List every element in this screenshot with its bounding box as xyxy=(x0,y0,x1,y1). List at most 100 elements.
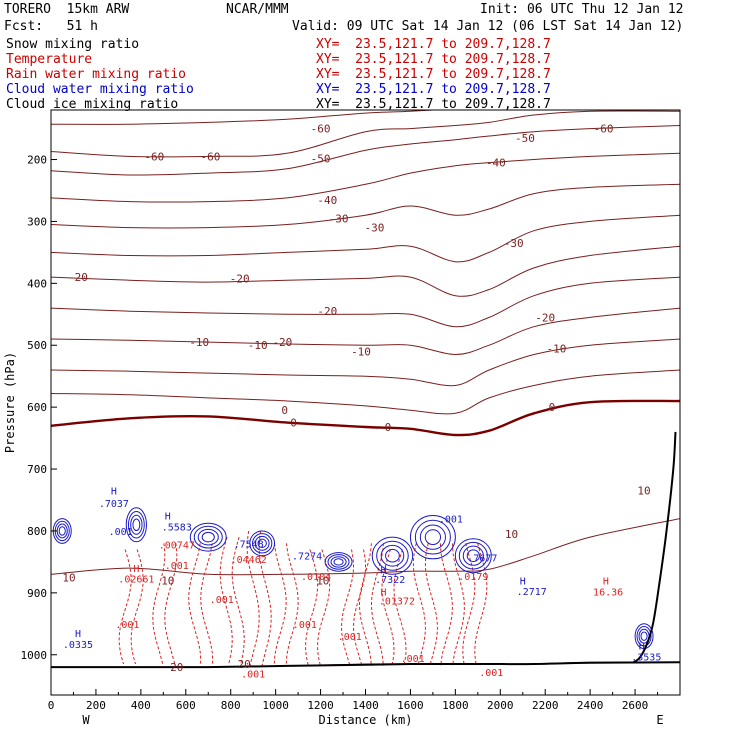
x-tick-label: 2000 xyxy=(487,699,514,712)
contour-label: 10 xyxy=(316,574,329,587)
contour-label: 20 xyxy=(238,658,251,671)
x-tick-label: 0 xyxy=(48,699,55,712)
temp-contour--60 xyxy=(51,110,680,158)
temp-contour-0 xyxy=(51,399,680,437)
contour-label: 20 xyxy=(170,661,183,674)
contour-label: -30 xyxy=(329,212,349,225)
annotation-label: H xyxy=(380,565,386,576)
terrain-rise xyxy=(632,431,677,664)
model-title: TORERO 15km ARW xyxy=(4,2,130,17)
annotation-label: .01372 xyxy=(379,596,415,607)
x-tick-label: 2200 xyxy=(532,699,559,712)
contour-label: -20 xyxy=(230,272,250,285)
x-tick-label: 1000 xyxy=(262,699,289,712)
y-tick-label: 300 xyxy=(27,215,47,228)
field-label-snow: Snow mixing ratio xyxy=(6,37,140,52)
annotation-label: H xyxy=(165,511,171,522)
rain-shaft-2 xyxy=(188,543,202,665)
annotation-label: H xyxy=(75,629,81,640)
annotation-label: .7274 xyxy=(292,552,322,563)
x-end-label-west: W xyxy=(82,713,90,727)
center-title: NCAR/MMM xyxy=(226,2,289,17)
cloud-cell-5-ring-2 xyxy=(380,544,405,567)
field-xy-temperature: XY= 23.5,121.7 to 209.7,128.7 xyxy=(316,52,551,67)
cloud-cell-4-ring-2 xyxy=(330,556,347,568)
annotation-label: H xyxy=(603,576,609,587)
y-tick-label: 800 xyxy=(27,525,47,538)
rain-shaft-11 xyxy=(439,543,453,666)
cloud-cell-2-ring-3 xyxy=(201,531,215,543)
rain-shaft-9 xyxy=(381,549,395,666)
x-tick-label: 2400 xyxy=(577,699,604,712)
cloud-cell-3-ring-3 xyxy=(257,538,267,549)
field-xy-snow: XY= 23.5,121.7 to 209.7,128.7 xyxy=(316,37,551,52)
y-tick-label: 700 xyxy=(27,463,47,476)
temp-contour--20b xyxy=(51,276,680,328)
contour-label: -20 xyxy=(68,271,88,284)
annotation-label: H xyxy=(380,588,386,599)
cloud-cell-8-ring-3 xyxy=(640,631,648,641)
annotation-label: .001 xyxy=(165,561,189,572)
cloud-cell-7-ring-1 xyxy=(458,541,488,570)
rain-shaft-6 xyxy=(305,549,319,667)
contour-label: -50 xyxy=(515,132,535,145)
annotation-label: .7037 xyxy=(99,499,129,510)
annotation-label: .001 xyxy=(338,632,362,643)
cloud-cell-5-ring-0 xyxy=(371,536,414,575)
rain-shaft-2-b xyxy=(200,543,214,665)
contour-label: -20 xyxy=(317,305,337,318)
axes: 0 200 400 600 800 1000 1200 1400 1600 1800 2000 220… xyxy=(3,109,681,727)
contour-label: 0 xyxy=(290,417,297,430)
cloud-cells xyxy=(52,507,654,650)
annotations: H.7037.001H.02661.001H.0335H.5583.00747.… xyxy=(63,487,661,681)
field-xy-cloud-water: XY= 23.5,121.7 to 209.7,128.7 xyxy=(316,82,551,97)
rain-shaft-9-b xyxy=(393,549,407,666)
annotation-label: .001 xyxy=(210,595,234,606)
annotation-label: .0335 xyxy=(63,640,93,651)
annotation-label: H xyxy=(639,641,645,652)
contour-label: 0 xyxy=(549,401,556,414)
x-end-label-east: E xyxy=(656,713,663,727)
rain-shaft-5-b xyxy=(285,543,299,666)
rain-shaft-6-b xyxy=(317,549,331,667)
contour-label: -10 xyxy=(351,345,371,358)
x-axis-title: Distance (km) xyxy=(319,713,413,727)
cloud-cell-0-ring-2 xyxy=(56,523,68,539)
valid-time: Valid: 09 UTC Sat 14 Jan 12 (06 LST Sat … xyxy=(292,19,684,34)
annotation-label: .001 xyxy=(109,527,133,538)
y-axis-title: Pressure (hPa) xyxy=(3,352,17,453)
cloud-cell-6-ring-2 xyxy=(419,524,446,550)
field-label-temperature: Temperature xyxy=(6,52,93,67)
rain-shaft-10 xyxy=(412,543,426,667)
cloud-cell-3-ring-1 xyxy=(252,533,273,554)
contour-label: -60 xyxy=(594,123,614,136)
forecast-hour: Fcst: 51 h xyxy=(4,19,98,34)
annotation-label: .0179 xyxy=(458,572,488,583)
annotation-label: .2717 xyxy=(517,587,547,598)
contour-label: 0 xyxy=(385,421,392,434)
annotation-label: .5583 xyxy=(162,523,192,534)
annotation-label: H xyxy=(520,576,526,587)
contour-label: 10 xyxy=(62,571,75,584)
annotation-label: .04462 xyxy=(231,555,267,566)
rain-shaft-7-b xyxy=(353,549,367,667)
contour-label: -10 xyxy=(547,342,567,355)
cloud-cell-8-ring-1 xyxy=(636,626,652,647)
cloud-cell-4-ring-0 xyxy=(324,552,353,572)
rain-shafts xyxy=(118,530,488,667)
contour-label: -40 xyxy=(317,194,337,207)
y-tick-label: 1000 xyxy=(21,649,48,662)
terrain-base xyxy=(51,661,681,669)
rain-shaft-7 xyxy=(341,549,355,667)
annotation-label: .3535 xyxy=(631,653,661,664)
cloud-cell-7-ring-2 xyxy=(462,545,484,566)
temp-contour--30b xyxy=(51,214,680,263)
x-tick-label: 2600 xyxy=(622,699,649,712)
rain-shaft-3-b xyxy=(231,536,245,665)
rain-shaft-5 xyxy=(273,543,287,666)
annotation-label: .7548 xyxy=(234,539,264,550)
annotation-label: .00747 xyxy=(159,541,195,552)
x-tick-label: 1600 xyxy=(397,699,424,712)
contour-label: -60 xyxy=(311,123,331,136)
